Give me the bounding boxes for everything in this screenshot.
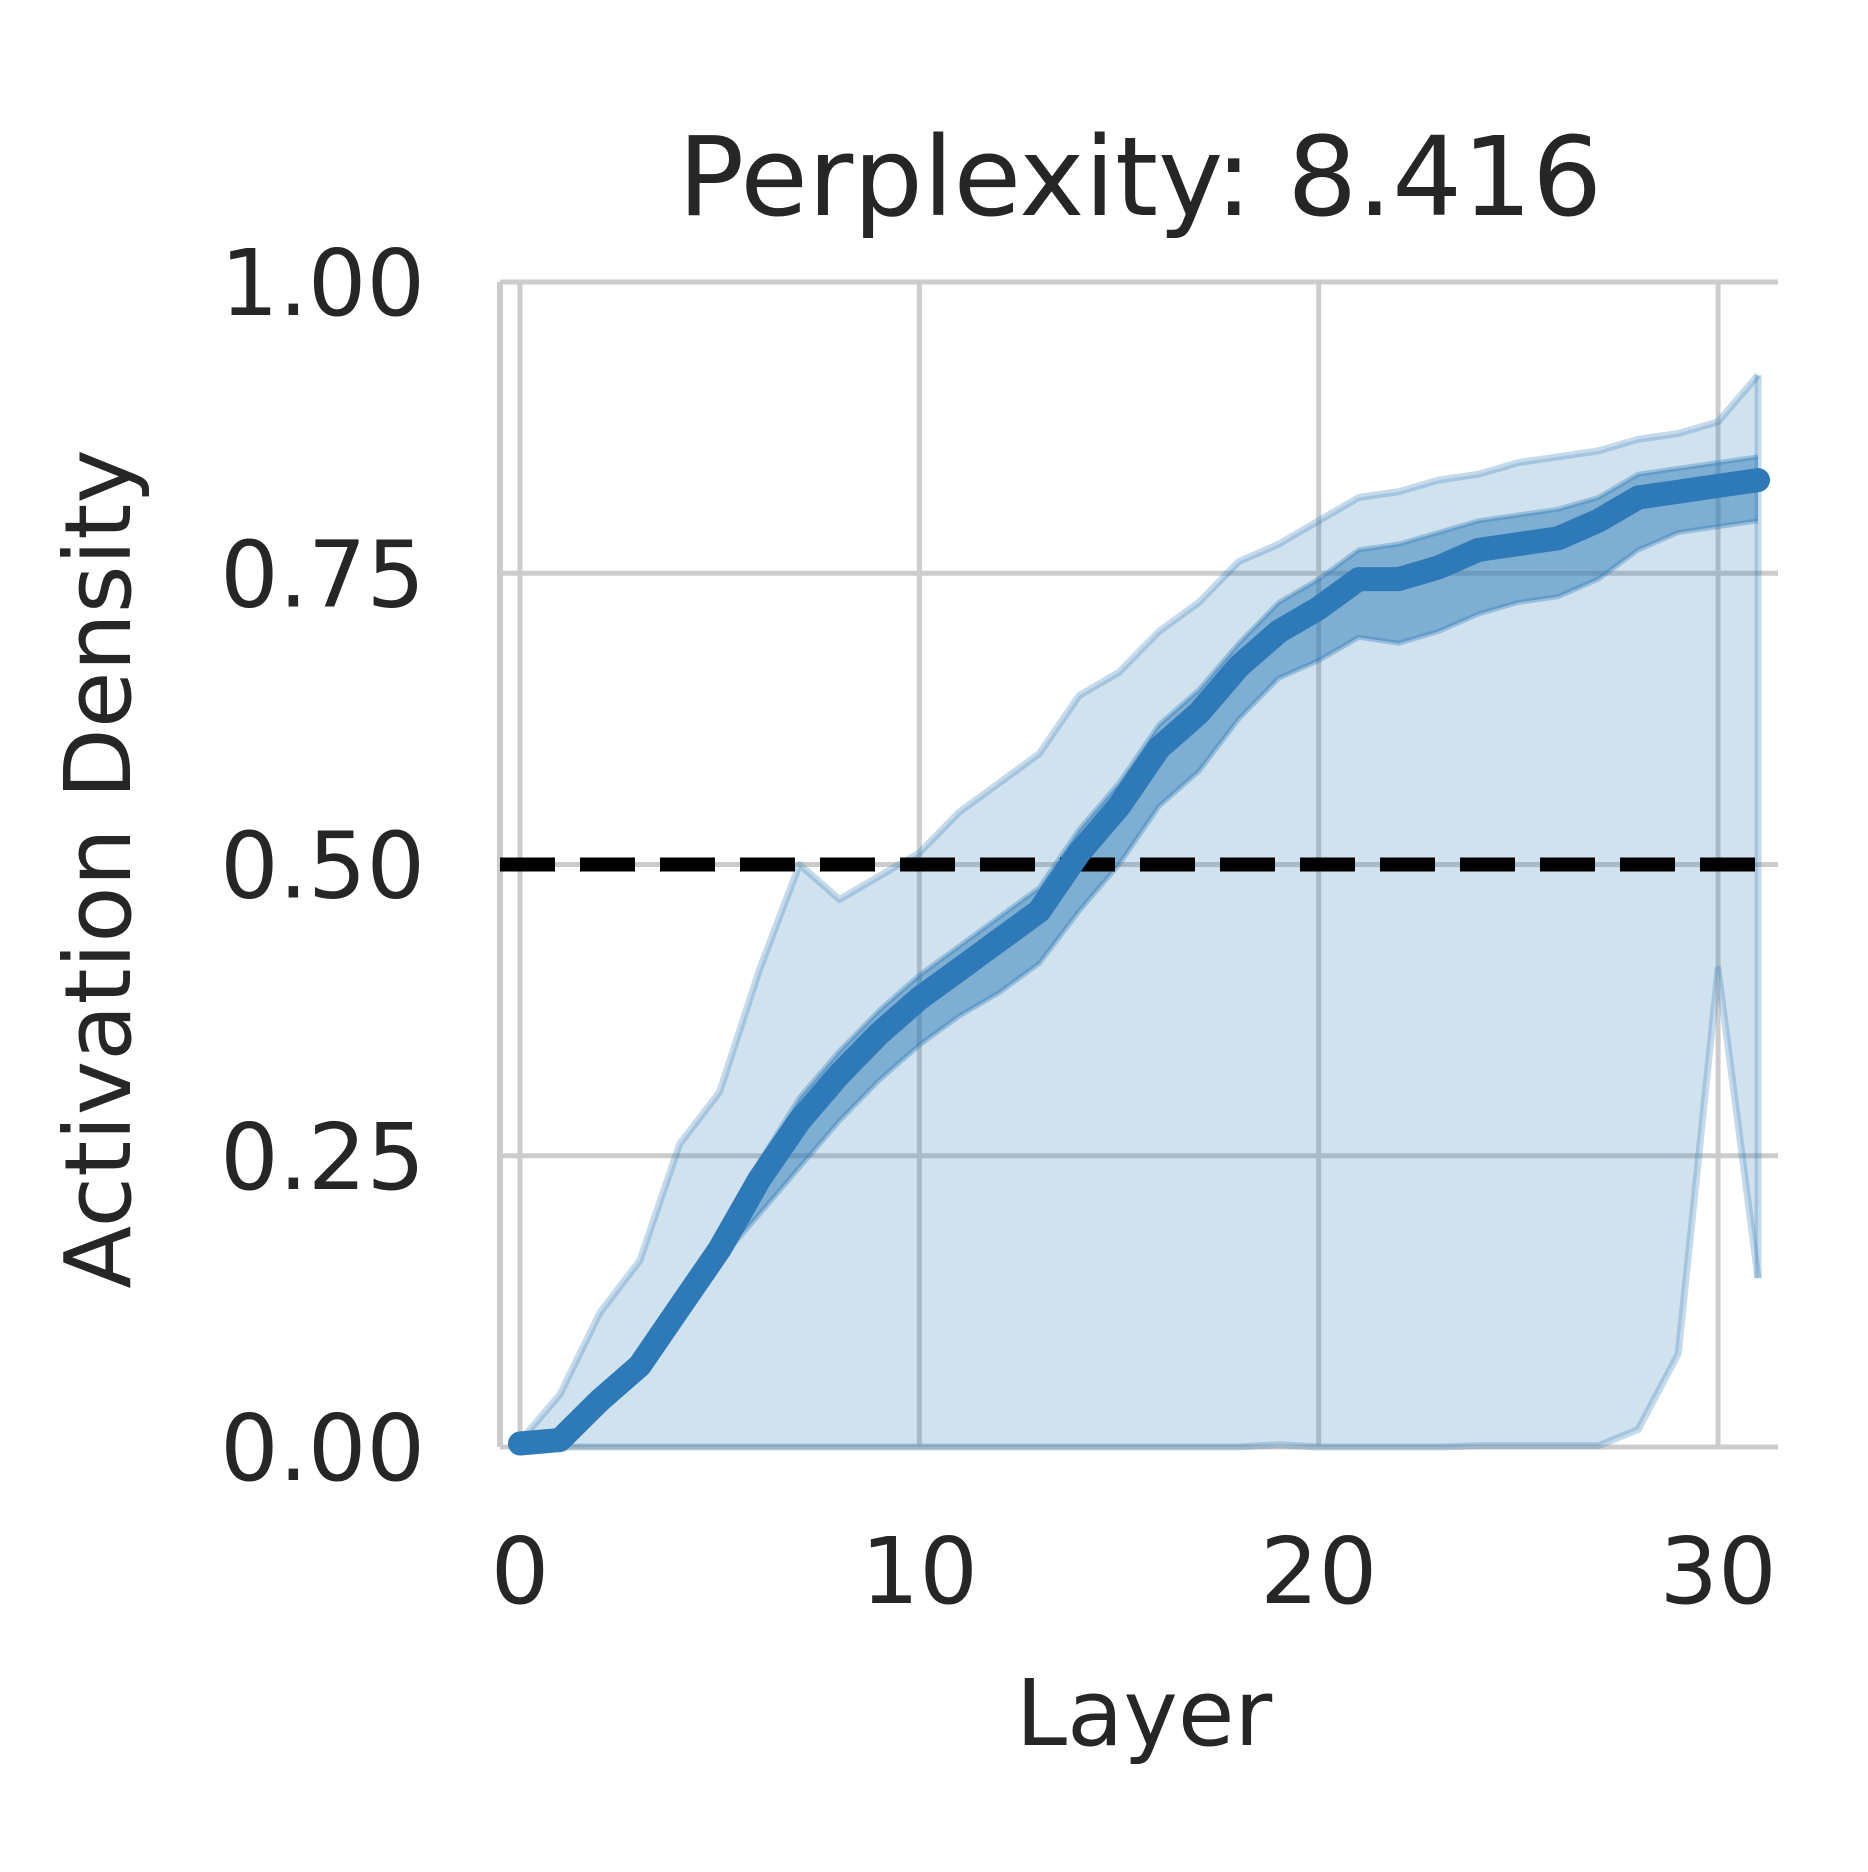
y-tick-label-0: 0.00: [220, 1395, 425, 1502]
x-axis-label: Layer: [1016, 1660, 1273, 1767]
y-tick-label-1: 0.25: [220, 1104, 425, 1211]
x-tick-label-3: 30: [1660, 1518, 1777, 1625]
y-tick-label-2: 0.50: [220, 813, 425, 920]
y-tick-label-4: 1.00: [220, 230, 425, 337]
x-tick-label-0: 0: [491, 1518, 550, 1625]
chart-title: Perplexity: 8.416: [678, 113, 1602, 241]
x-tick-label-2: 20: [1260, 1518, 1377, 1625]
y-axis-label: Activation Density: [45, 449, 152, 1289]
x-tick-label-1: 10: [861, 1518, 978, 1625]
y-tick-label-3: 0.75: [220, 521, 425, 628]
